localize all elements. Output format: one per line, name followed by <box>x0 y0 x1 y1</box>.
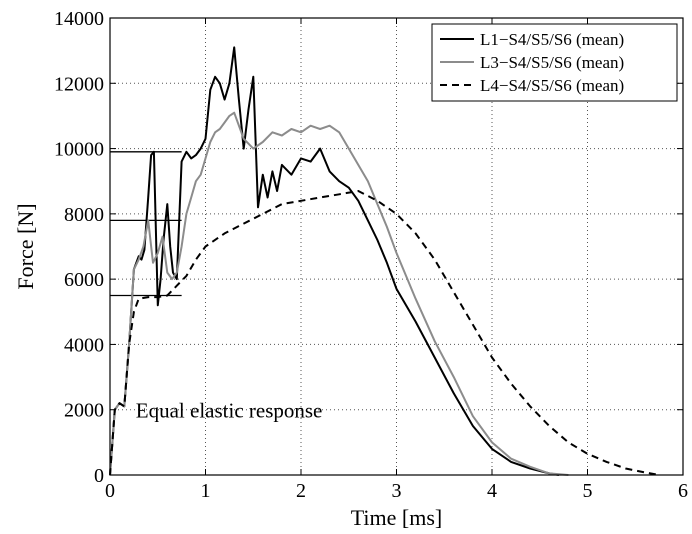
x-axis-label: Time [ms] <box>351 505 442 530</box>
x-tick-label: 3 <box>392 480 402 502</box>
legend-label-2: L3−S4/S5/S6 (mean) <box>480 53 624 72</box>
series-lines <box>109 46 660 476</box>
series-line-3 <box>109 190 660 476</box>
y-tick-label: 0 <box>94 465 104 487</box>
x-tick-label: 6 <box>678 480 688 502</box>
x-tick-label: 2 <box>296 480 306 502</box>
legend-label-1: L1−S4/S5/S6 (mean) <box>480 30 624 49</box>
x-tick-label: 0 <box>105 480 115 502</box>
legend-label-3: L4−S4/S5/S6 (mean) <box>480 76 624 95</box>
x-tick-label: 1 <box>201 480 211 502</box>
annotation-text: Equal elastic response <box>136 399 323 423</box>
axis-ticks: 0 1 2 3 4 5 6 0 2000 4000 6000 8000 10000 12000 14000 <box>54 8 688 502</box>
x-tick-label: 5 <box>583 480 593 502</box>
y-tick-label: 4000 <box>64 334 104 356</box>
legend: L1−S4/S5/S6 (mean) L3−S4/S5/S6 (mean) L4−S… <box>431 23 678 102</box>
annotations: Equal elastic response <box>136 399 323 423</box>
y-tick-label: 8000 <box>64 204 104 226</box>
y-tick-label: 12000 <box>54 73 104 95</box>
y-tick-label: 6000 <box>64 269 104 291</box>
y-tick-label: 10000 <box>54 139 104 161</box>
y-tick-label: 2000 <box>64 400 104 422</box>
y-axis-label: Force [N] <box>13 203 38 289</box>
y-tick-label: 14000 <box>54 8 104 30</box>
x-tick-label: 4 <box>487 480 497 502</box>
series-line-1 <box>109 46 560 476</box>
series-line-2 <box>109 111 569 476</box>
